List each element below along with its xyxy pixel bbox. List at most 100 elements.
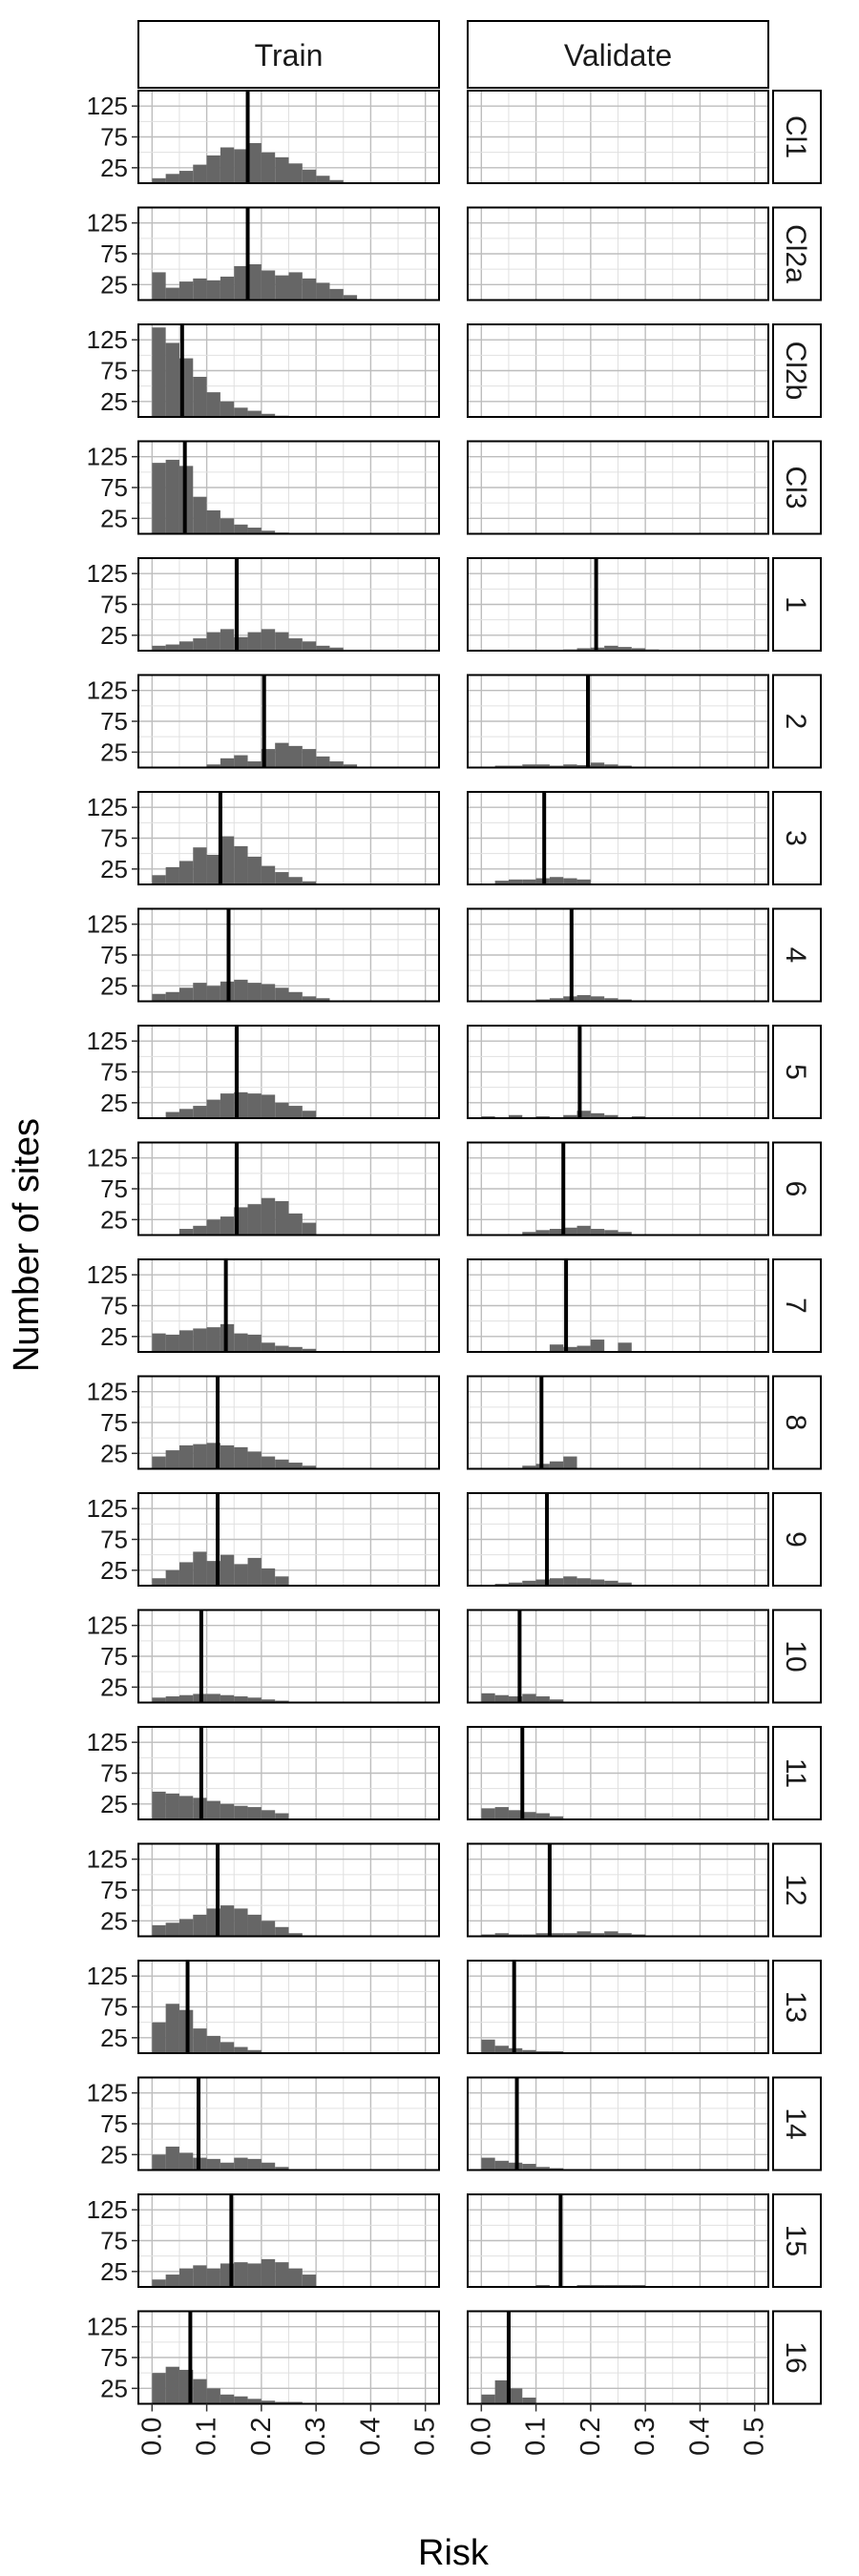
histogram-bar: [618, 1933, 632, 1937]
panel-cl3-validate: [467, 440, 769, 535]
x-axis-train: 0.0 0.1 0.2 0.3 0.4 0.5: [136, 2403, 441, 2456]
histogram-bar: [494, 2379, 509, 2404]
column-strip-validate: Validate: [467, 20, 769, 89]
histogram-bar: [302, 881, 317, 884]
y-tick-label: 125: [87, 2195, 128, 2224]
row-strip-box: [772, 1492, 822, 1587]
panel-border: [467, 1141, 769, 1236]
axes-layer: 0.0 0.1 0.2 0.3 0.4 0.5 0.0 0.1 0.2 0.3 0.4 0.5: [136, 2403, 770, 2456]
histogram-bar: [247, 1093, 262, 1118]
y-tick-label: 75: [100, 1174, 128, 1203]
histogram-bar: [481, 2394, 495, 2404]
histogram-bar: [302, 1465, 317, 1469]
histogram-bar: [535, 2167, 550, 2171]
histogram-bar: [563, 1933, 577, 1937]
x-tick-label: 0.2: [576, 2418, 606, 2456]
row-strip-16: 16: [772, 2310, 822, 2405]
histogram-bar: [193, 983, 207, 1002]
histogram-bar: [193, 278, 207, 301]
histogram-bar: [206, 1327, 220, 1352]
histogram-bar: [522, 2164, 536, 2171]
histogram-bar: [234, 149, 248, 183]
histogram-bar: [618, 1232, 632, 1236]
row-strip-box: [772, 2076, 822, 2171]
y-tick-label: 75: [100, 473, 128, 502]
histogram-bar: [261, 270, 276, 301]
histogram-bar: [576, 764, 591, 768]
y-tick-label: 25: [100, 1556, 128, 1585]
histogram-bar: [522, 764, 536, 768]
histogram-bar: [152, 1578, 166, 1586]
histogram-bar: [261, 2400, 276, 2404]
histogram-bar: [508, 1582, 523, 1586]
histogram-bar: [261, 152, 276, 183]
histogram-bar: [329, 288, 344, 301]
histogram-bar: [193, 164, 207, 183]
histogram-bar: [165, 1450, 179, 1469]
y-tick-label: 125: [87, 793, 128, 821]
panel-border: [467, 1492, 769, 1587]
histogram-bar: [535, 1813, 550, 1819]
histogram-bar: [576, 995, 591, 1002]
histogram-bar: [576, 879, 591, 884]
histogram-bar: [275, 987, 289, 1002]
histogram-bar: [261, 865, 276, 884]
histogram-bar: [275, 1345, 289, 1352]
y-tick-label: 25: [100, 1672, 128, 1701]
histogram-bar: [261, 2258, 276, 2287]
histogram-bar: [152, 177, 166, 183]
row-strip-box: [772, 1726, 822, 1820]
row-strip-label: 3: [780, 830, 811, 846]
histogram-bar: [275, 1926, 289, 1937]
histogram-bar: [563, 1346, 577, 1352]
panel-border: [467, 1258, 769, 1353]
y-tick-label: 25: [100, 2257, 128, 2286]
panel-cl2a-validate: [467, 206, 769, 301]
row-strip-label: 14: [780, 2108, 811, 2139]
column-strip-box: [137, 20, 440, 89]
y-tick-label: 75: [100, 824, 128, 853]
histogram-bar: [220, 758, 235, 768]
panel-border: [467, 323, 769, 418]
histogram-bar: [220, 2042, 235, 2053]
histogram-bar: [206, 764, 220, 768]
histogram-bar: [288, 1463, 303, 1469]
histogram-bar: [563, 1456, 577, 1469]
histogram-bar: [220, 1216, 235, 1236]
panel-13-validate: [467, 1960, 769, 2054]
histogram-bar: [165, 1793, 179, 1819]
histogram-bar: [494, 1807, 509, 1819]
histogram-bar: [247, 761, 262, 768]
y-tick-label: 75: [100, 357, 128, 385]
histogram-bar: [165, 866, 179, 884]
histogram-bar: [152, 1924, 166, 1937]
histogram-bar: [152, 463, 166, 534]
histogram-bar: [522, 1580, 536, 1586]
histogram-bar: [275, 872, 289, 884]
histogram-bar: [275, 742, 289, 768]
histogram-bar: [508, 1696, 523, 1703]
histogram-bar: [193, 2265, 207, 2287]
histogram-bar: [535, 1696, 550, 1703]
row-strip-10: 10: [772, 1609, 822, 1704]
histogram-bar: [522, 1812, 536, 1819]
y-tick-label: 25: [100, 387, 128, 416]
histogram-bar: [220, 2162, 235, 2171]
histogram-bar: [275, 1576, 289, 1586]
y-tick-label: 25: [100, 971, 128, 1000]
histogram-bar: [247, 1451, 262, 1469]
row-strip-label: Cl2a: [780, 224, 811, 283]
histogram-bar: [165, 1569, 179, 1586]
panel-border: [467, 674, 769, 769]
row-strip-box: [772, 440, 822, 535]
histogram-bar: [234, 979, 248, 1002]
histogram-bar: [152, 272, 166, 301]
row-strip-label: 7: [780, 1298, 811, 1314]
y-tick-label: 75: [100, 707, 128, 736]
panel-border: [467, 557, 769, 652]
